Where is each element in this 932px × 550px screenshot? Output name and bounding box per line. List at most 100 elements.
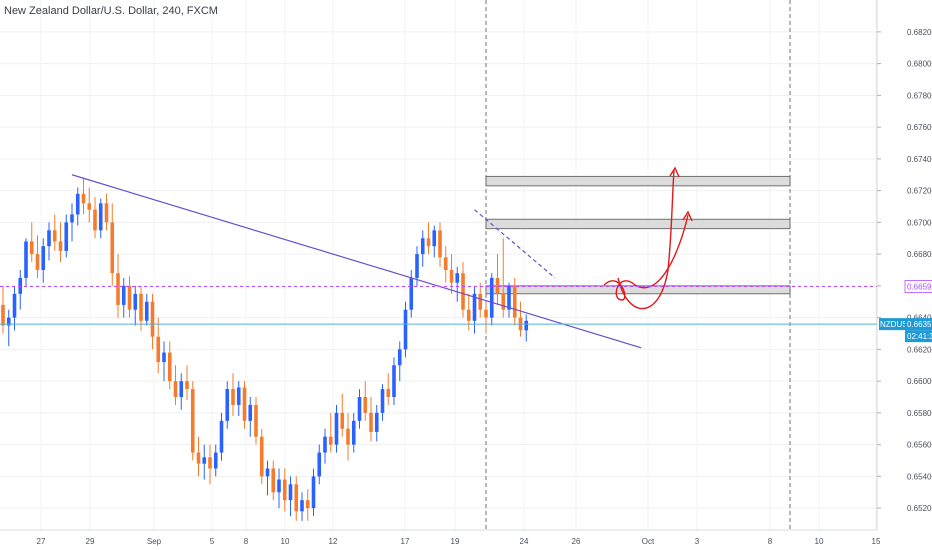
candle-down xyxy=(484,309,488,318)
candle-up xyxy=(75,193,80,215)
arrow-head-upper xyxy=(682,210,693,222)
x-tick-label: 15 xyxy=(872,537,881,546)
descending-trendline xyxy=(71,174,642,349)
candle-up xyxy=(162,352,166,363)
candle-up xyxy=(334,412,339,445)
candle-up xyxy=(41,246,46,270)
candle-down xyxy=(29,241,34,255)
candle-down xyxy=(512,285,517,318)
candle-down xyxy=(196,452,201,464)
candle-down xyxy=(35,254,40,270)
candle-down xyxy=(173,381,178,397)
candle-down xyxy=(93,209,97,231)
candle-down xyxy=(110,222,115,274)
candle-up xyxy=(317,452,322,477)
candle-down xyxy=(1,304,5,326)
candle-down xyxy=(208,457,212,469)
candle-up xyxy=(300,500,304,512)
time-axis[interactable]: 27 29 Sep 5 8 10 12 17 19 24 26 Oct 3 8 10 15 xyxy=(0,529,881,546)
trendlines[interactable] xyxy=(71,174,642,349)
candle-up xyxy=(420,238,425,255)
candle-down xyxy=(438,230,442,258)
candle-up xyxy=(403,309,408,350)
arrow-head-top xyxy=(669,166,680,178)
session-separators xyxy=(485,0,791,530)
candle-up xyxy=(472,293,477,321)
candle-up xyxy=(311,476,316,509)
candle-up xyxy=(288,484,293,501)
projection-arrows[interactable] xyxy=(603,166,693,310)
candle-up xyxy=(374,412,379,432)
candle-up xyxy=(133,293,138,310)
countdown-text: 02:41:38 xyxy=(907,332,932,341)
candle-down xyxy=(127,285,132,310)
level-price-tag xyxy=(904,280,932,293)
candle-down xyxy=(340,412,345,429)
candle-down xyxy=(386,389,391,397)
candle-down xyxy=(271,468,276,493)
candle-up xyxy=(219,420,224,453)
candle-down xyxy=(369,412,373,432)
candle-down xyxy=(116,273,120,305)
candle-up xyxy=(213,452,218,469)
candle-up xyxy=(18,277,23,294)
candle-down xyxy=(282,479,287,501)
candle-down xyxy=(461,273,465,310)
candle-down xyxy=(346,428,350,445)
x-tick-label: 26 xyxy=(572,537,581,546)
candle-up xyxy=(351,420,356,445)
candle-up xyxy=(507,285,511,310)
candle-down xyxy=(167,352,172,382)
candle-up xyxy=(225,389,230,421)
resistance-zone xyxy=(485,175,791,187)
symbol-badge xyxy=(879,318,905,331)
candle-down xyxy=(52,230,57,242)
candle-down xyxy=(156,336,161,363)
candle-down xyxy=(87,203,92,210)
arrow-path-top xyxy=(617,169,675,310)
candle-down xyxy=(58,241,63,251)
grid xyxy=(0,0,877,530)
current-price-badge xyxy=(905,318,932,331)
candle-up xyxy=(70,214,74,223)
candle-up xyxy=(455,273,460,283)
candle-down xyxy=(81,193,86,204)
candles xyxy=(1,177,529,521)
candle-up xyxy=(409,277,414,310)
candle-down xyxy=(185,381,189,390)
candle-up xyxy=(202,457,207,464)
x-tick-label: 27 xyxy=(37,537,46,546)
candle-down xyxy=(190,389,195,453)
horizontal-lines xyxy=(0,286,877,325)
candle-down xyxy=(139,293,143,321)
x-tick-label: 12 xyxy=(329,537,338,546)
candle-up xyxy=(277,479,281,493)
x-tick-label: 10 xyxy=(281,537,290,546)
candle-up xyxy=(392,365,396,397)
chart-title: New Zealand Dollar/U.S. Dollar, 240, FXC… xyxy=(4,5,218,17)
candle-up xyxy=(6,317,11,326)
x-tick-label: Oct xyxy=(642,537,655,546)
candle-up xyxy=(64,222,69,251)
countdown-badge xyxy=(905,330,932,343)
candle-up xyxy=(397,349,402,366)
candle-down xyxy=(426,238,431,247)
x-tick-label: 8 xyxy=(244,537,249,546)
resistance-zones[interactable] xyxy=(485,175,791,295)
x-tick-label: 17 xyxy=(401,537,410,546)
symbol-badge-text: NZDUSD xyxy=(880,320,914,329)
x-tick-label: 5 xyxy=(210,537,215,546)
x-tick-label: 29 xyxy=(86,537,95,546)
